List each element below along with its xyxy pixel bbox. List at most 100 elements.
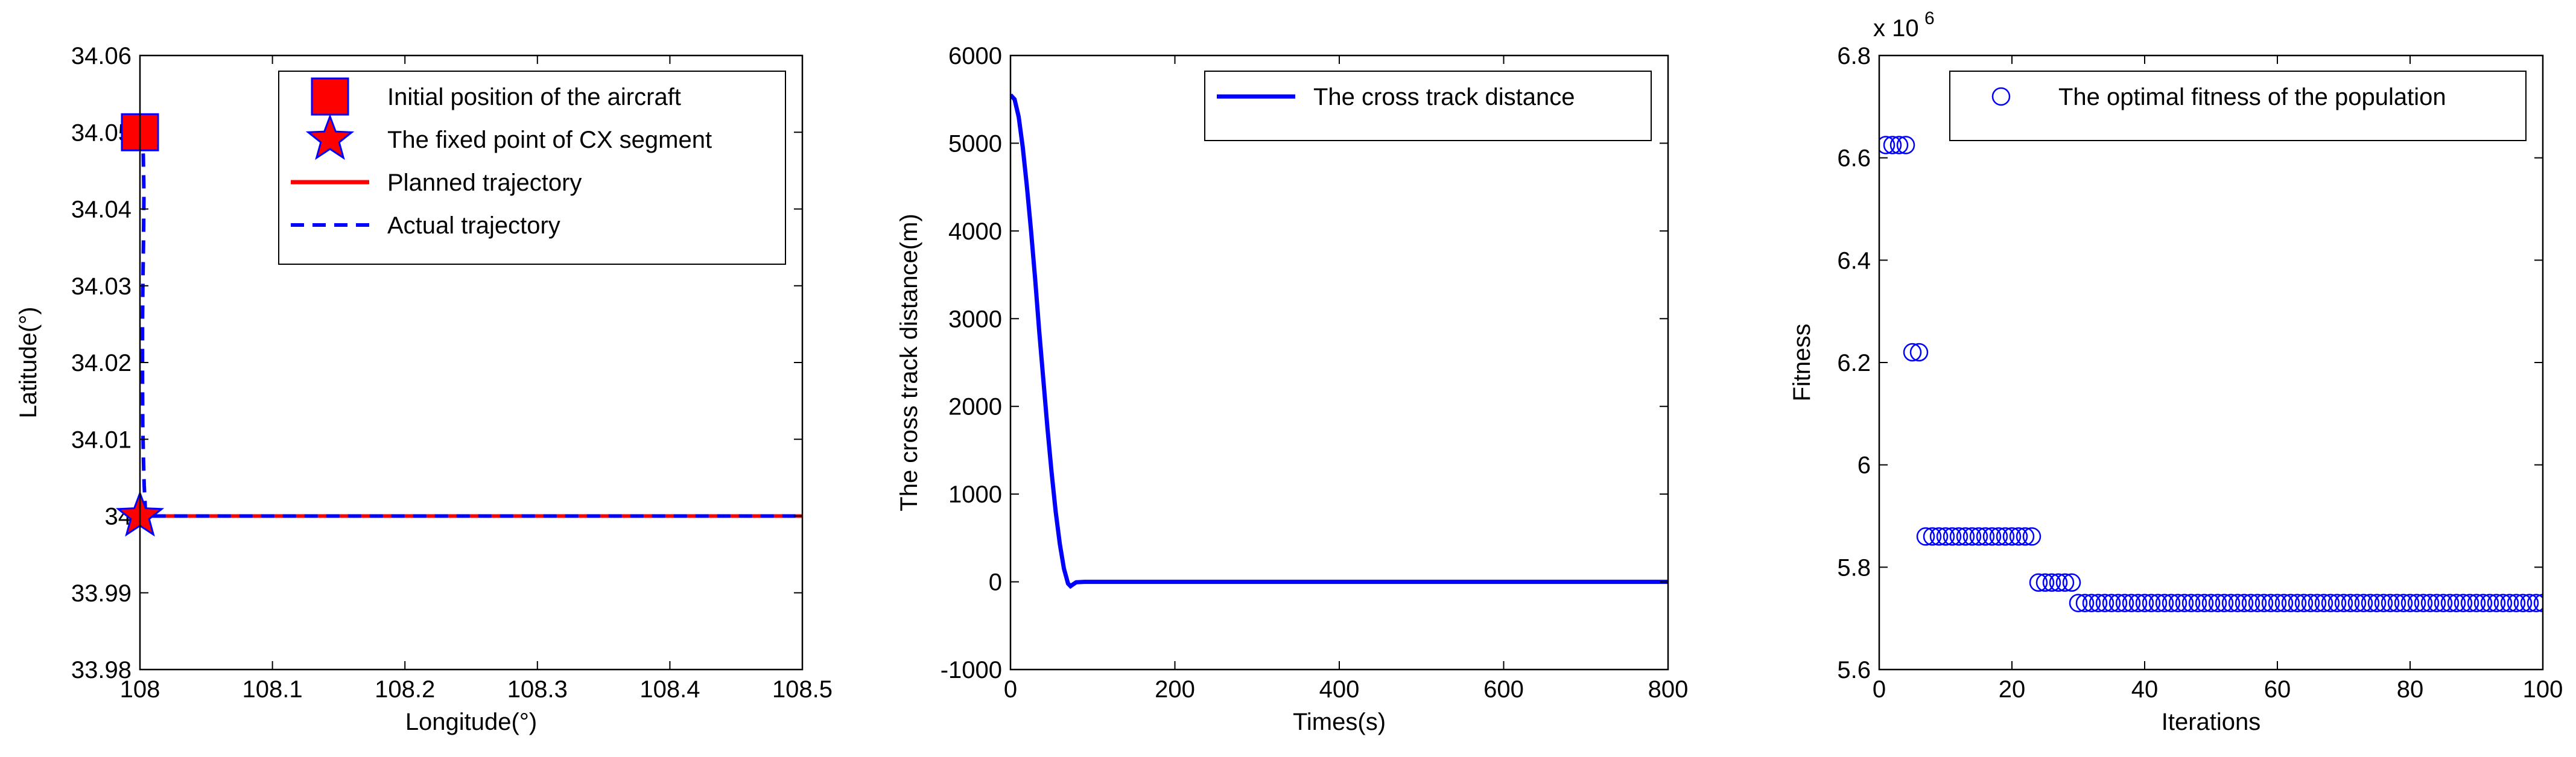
fitness-point	[2420, 594, 2440, 612]
fitness-point	[2487, 594, 2506, 612]
fitness-point	[2162, 594, 2181, 612]
fitness-point	[1989, 527, 2008, 546]
fitness-point	[1896, 136, 1915, 154]
fitness-point	[2108, 594, 2128, 612]
fitness-point	[2387, 594, 2406, 612]
fitness-point	[1969, 527, 1988, 546]
fitness-point	[2301, 594, 2320, 612]
y-tick-label: 34.02	[71, 350, 132, 376]
fitness-point	[2115, 594, 2134, 612]
x-tick-label: 108.1	[243, 676, 303, 703]
plot-area	[1879, 55, 2543, 670]
fitness-point	[2327, 594, 2347, 612]
x-tick-label: 600	[1483, 676, 1524, 703]
fitness-point	[2055, 573, 2075, 592]
x-tick-label: 40	[2131, 676, 2159, 703]
fitness-point	[2281, 594, 2300, 612]
y-tick-label: 6.6	[1837, 145, 1871, 172]
fitness-point	[1936, 527, 1955, 546]
fitness-point	[2274, 594, 2294, 612]
fitness-point	[2394, 594, 2413, 612]
fitness-point	[2374, 594, 2393, 612]
fitness-point	[2367, 594, 2387, 612]
fitness-point	[2029, 573, 2048, 592]
fitness-point	[2254, 594, 2274, 612]
y-tick-label: 33.98	[71, 657, 132, 683]
legend-label: Planned trajectory	[387, 169, 582, 196]
cross-track-distance-line	[1010, 93, 1668, 589]
y-tick-label: 3000	[948, 306, 1002, 332]
legend-label: The optimal fitness of the population	[2058, 84, 2446, 110]
x-axis-label: Iterations	[2162, 709, 2261, 735]
fitness-point	[2122, 594, 2141, 612]
y-tick-label: 2000	[948, 394, 1002, 420]
fitness-point	[2089, 594, 2108, 612]
legend-label: Initial position of the aircraft	[387, 84, 681, 110]
fitness-point	[2354, 594, 2373, 612]
fitness-point	[2215, 594, 2234, 612]
fitness-point	[1916, 527, 1935, 546]
x-tick-label: 60	[2264, 676, 2291, 703]
chart-panel-1: 108 108.1 108.2 108.3 108.4 108.5 33.98 33.99 34…	[15, 43, 833, 735]
fitness-point	[2042, 573, 2061, 592]
y-tick-label: 6	[1857, 452, 1871, 479]
fitness-point	[2016, 527, 2035, 546]
fitness-point	[2248, 594, 2267, 612]
fitness-point	[2480, 594, 2499, 612]
fitness-point	[2467, 594, 2486, 612]
fitness-point	[2294, 594, 2314, 612]
fitness-point	[2261, 594, 2280, 612]
y-tick-label: 4000	[948, 218, 1002, 245]
x-tick-label: 108.5	[772, 676, 833, 703]
fitness-point	[2347, 594, 2367, 612]
y-tick-label: 34.06	[71, 43, 132, 69]
chart-panel-2: 0 200 400 600 800-10000100020003000400050006…	[896, 43, 1688, 735]
fitness-point	[2473, 594, 2493, 612]
y-axis-label: Latitude(°)	[15, 307, 42, 419]
x-tick-label: 200	[1155, 676, 1195, 703]
y-tick-label: 1000	[948, 481, 1002, 508]
y-axis-label: The cross track distance(m)	[896, 214, 922, 511]
fitness-point	[2500, 594, 2519, 612]
axes-frame	[1878, 54, 2544, 671]
fitness-point	[1909, 343, 1929, 362]
y-tick-label: 34.04	[71, 197, 132, 223]
fitness-point	[2201, 594, 2221, 612]
fitness-point	[2095, 594, 2114, 612]
fitness-point	[2533, 594, 2543, 612]
plot-data	[1879, 136, 2543, 612]
y-exponent-power: 6	[1924, 8, 1935, 28]
x-tick-label: 108.4	[639, 676, 700, 703]
legend-label: Actual trajectory	[387, 212, 560, 239]
fitness-point	[1956, 527, 1975, 546]
x-tick-label: 400	[1319, 676, 1360, 703]
fitness-point	[1889, 136, 1909, 154]
legend-box	[1949, 71, 2527, 141]
fitness-point	[2454, 594, 2473, 612]
y-tick-label: 5000	[948, 130, 1002, 157]
fitness-point	[2181, 594, 2201, 612]
x-tick-label: 108.3	[507, 676, 568, 703]
fitness-point	[2195, 594, 2214, 612]
y-axis-label: Fitness	[1789, 324, 1815, 402]
fitness-point	[2268, 594, 2287, 612]
y-tick-label: 5.8	[1837, 554, 1871, 581]
fitness-point	[2228, 594, 2247, 612]
fitness-point	[2235, 594, 2254, 612]
fitness-point	[2381, 594, 2400, 612]
y-tick-label: 34.03	[71, 273, 132, 300]
x-tick-label: 20	[1999, 676, 2026, 703]
y-tick-label: 5.6	[1837, 657, 1871, 683]
legend-box	[278, 71, 786, 265]
x-tick-label: 0	[1873, 676, 1886, 703]
y-tick-label: 0	[989, 569, 1002, 596]
fitness-point	[2082, 594, 2101, 612]
y-exponent-label: x 10	[1873, 15, 1919, 42]
fitness-point	[2002, 527, 2022, 546]
fitness-point	[1943, 527, 1962, 546]
plot-area	[1010, 55, 1668, 670]
fitness-point	[2460, 594, 2479, 612]
fitness-point	[2507, 594, 2526, 612]
y-tick-label: 34.01	[71, 426, 132, 453]
